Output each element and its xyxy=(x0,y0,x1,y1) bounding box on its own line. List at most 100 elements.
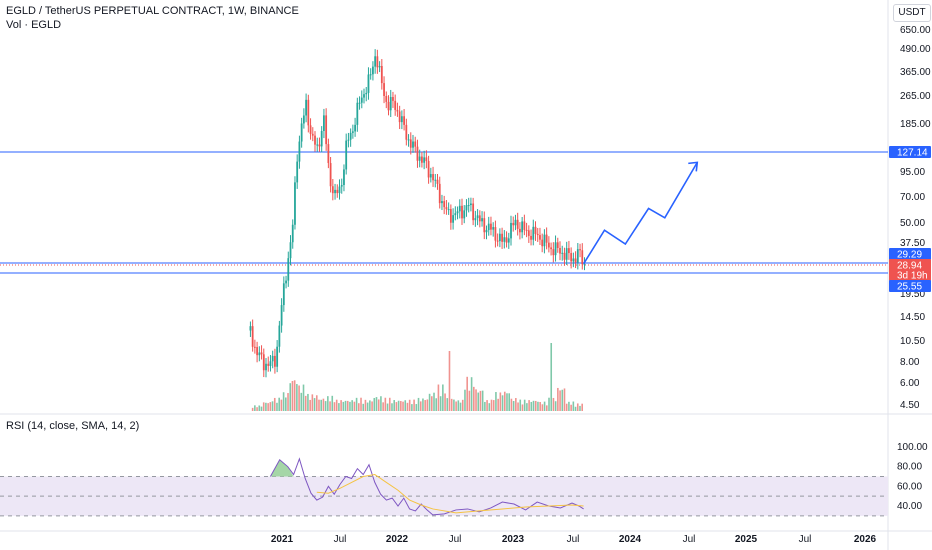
volume-bar xyxy=(364,399,367,411)
price-badge-label: 25.55 xyxy=(897,282,922,293)
price-badge xyxy=(889,146,931,158)
candle-body xyxy=(510,222,512,239)
volume-bar xyxy=(552,397,555,411)
candle-body xyxy=(554,242,557,256)
candle-body xyxy=(556,242,559,248)
volume-bar xyxy=(515,398,517,411)
volume-bar xyxy=(278,397,280,411)
time-tick-label: 2024 xyxy=(619,534,642,545)
volume-bar xyxy=(287,393,289,411)
rsi-tick-label: 100.00 xyxy=(897,442,928,453)
volume-bar xyxy=(271,401,274,411)
candle-body xyxy=(494,227,497,241)
volume-bar xyxy=(523,399,526,411)
candle-body xyxy=(349,132,352,140)
projection-path[interactable] xyxy=(582,161,698,265)
candle-body xyxy=(492,227,495,230)
volume-bar xyxy=(446,398,449,411)
candle-body xyxy=(251,326,254,347)
volume-bar xyxy=(561,389,564,411)
volume-bar xyxy=(475,389,477,411)
candle-body xyxy=(421,156,423,163)
volume-bar xyxy=(338,403,340,411)
volume-bar xyxy=(291,380,294,411)
volume-bar xyxy=(258,405,261,411)
time-tick-label: 2022 xyxy=(386,534,409,545)
time-tick-label: 2023 xyxy=(502,534,525,545)
candle-body xyxy=(416,146,419,161)
volume-bar xyxy=(433,392,435,411)
volume-bar xyxy=(521,404,524,411)
candle-body xyxy=(581,250,584,265)
volume-bar xyxy=(576,403,579,411)
candle-body xyxy=(461,205,463,219)
volume-bar xyxy=(548,397,550,411)
candle-body xyxy=(403,116,405,125)
volume-bar xyxy=(539,401,541,411)
candle-body xyxy=(265,363,267,371)
volume-bar xyxy=(298,385,300,411)
candle-body xyxy=(496,240,499,242)
candle-body xyxy=(356,102,359,125)
volume-bar xyxy=(362,403,365,411)
volume-bar xyxy=(313,398,316,411)
candle-body xyxy=(449,209,452,223)
candle-body xyxy=(438,183,441,204)
candle-body xyxy=(258,352,261,356)
candle-body xyxy=(256,347,259,356)
candle-body xyxy=(387,101,390,111)
volume-bar xyxy=(265,402,267,411)
volume-bar xyxy=(400,401,402,411)
price-badge xyxy=(889,269,931,281)
candle-body xyxy=(320,130,323,147)
rsi-tick-label: 40.00 xyxy=(897,501,922,512)
price-badge-label: 127.14 xyxy=(897,148,928,159)
volume-bar xyxy=(568,401,570,411)
volume-bar xyxy=(408,399,411,411)
candle-body xyxy=(405,124,408,140)
candle-body xyxy=(552,249,555,256)
candle-body xyxy=(523,221,526,230)
candle-body xyxy=(456,211,459,214)
volume-bar xyxy=(349,401,351,411)
volume-bar xyxy=(424,400,426,411)
currency-button[interactable]: USDT xyxy=(893,4,931,22)
candle-body xyxy=(516,219,519,229)
candle-body xyxy=(501,233,503,242)
candle-body xyxy=(452,215,454,223)
candle-body xyxy=(470,203,472,206)
price-tick-label: 10.50 xyxy=(900,336,925,347)
volume-bar xyxy=(300,392,303,411)
candle-body xyxy=(300,123,303,142)
candle-body xyxy=(412,141,414,148)
volume-bar xyxy=(506,393,508,411)
volume-bar xyxy=(455,401,457,411)
candle-body xyxy=(392,97,394,101)
candle-body xyxy=(512,222,515,226)
volume-bar xyxy=(373,397,376,411)
volume-bar xyxy=(318,399,320,411)
candle-body xyxy=(378,66,381,68)
candle-body xyxy=(334,189,336,194)
volume-bar xyxy=(559,390,561,411)
candle-body xyxy=(400,116,403,123)
price-badge-label: 28.94 xyxy=(897,261,922,272)
candle-body xyxy=(472,203,475,221)
volume-bar xyxy=(574,406,577,411)
candle-body xyxy=(505,237,508,243)
price-badge-label: 3d 19h xyxy=(897,271,928,282)
candle-body xyxy=(565,248,568,260)
volume-bar xyxy=(269,402,272,411)
candle-body xyxy=(282,283,285,306)
candle-body xyxy=(407,139,410,141)
price-tick-label: 14.50 xyxy=(900,312,925,323)
price-tick-label: 37.50 xyxy=(900,238,925,249)
volume-bar xyxy=(570,404,572,411)
candle-body xyxy=(354,124,356,132)
volume-bar xyxy=(572,401,575,411)
volume-bar xyxy=(543,401,546,411)
volume-bar xyxy=(276,402,278,411)
volume-bar xyxy=(260,406,263,411)
candle-body xyxy=(536,233,539,236)
